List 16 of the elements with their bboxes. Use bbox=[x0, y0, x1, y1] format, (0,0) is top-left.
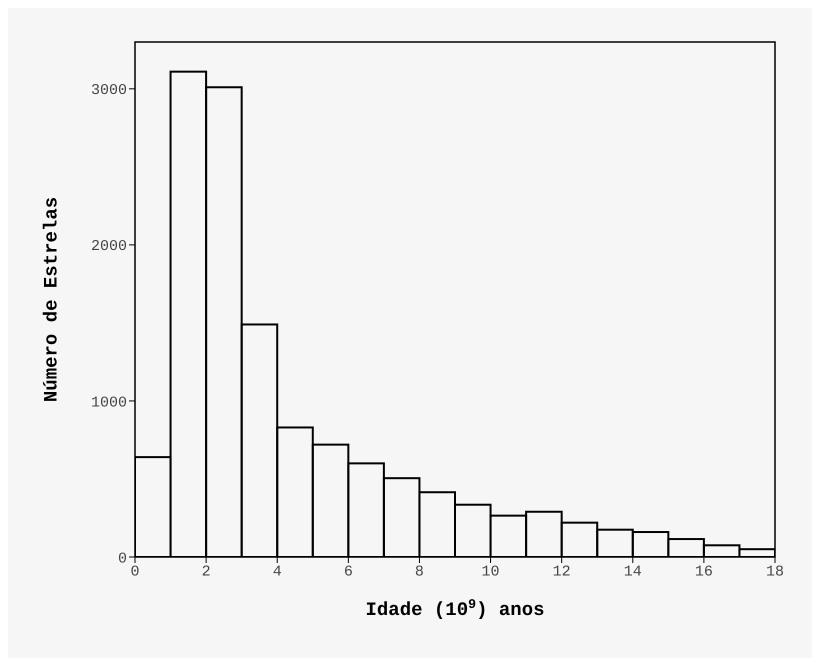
y-tick-label: 1000 bbox=[90, 394, 127, 412]
x-tick-label: 6 bbox=[344, 564, 353, 581]
x-tick-label: 14 bbox=[624, 564, 642, 581]
x-tick-label: 8 bbox=[414, 564, 424, 581]
y-tick-label: 0 bbox=[118, 550, 127, 568]
y-axis-title: Número de Estrelas bbox=[40, 196, 63, 402]
x-tick-label: 10 bbox=[482, 564, 500, 581]
x-tick-label: 4 bbox=[272, 564, 282, 581]
x-tick-label: 0 bbox=[130, 564, 140, 581]
x-tick-label: 18 bbox=[766, 564, 784, 581]
y-tick-label: 3000 bbox=[90, 82, 127, 100]
x-tick-label: 12 bbox=[552, 564, 571, 581]
x-tick-label: 2 bbox=[202, 564, 211, 581]
y-tick-label: 2000 bbox=[90, 238, 127, 256]
x-axis-title: Idade (10$^{9}$) anos bbox=[365, 596, 545, 621]
x-tick-label: 16 bbox=[694, 564, 713, 581]
